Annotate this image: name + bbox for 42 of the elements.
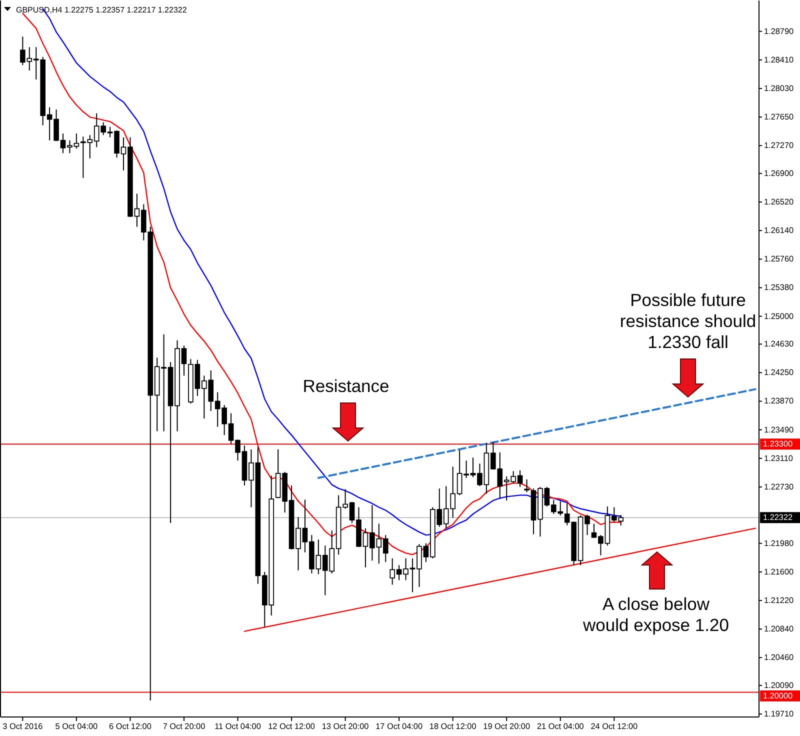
- y-tick-label: 1.27650: [764, 112, 794, 122]
- y-tick-label: 1.20840: [764, 624, 794, 634]
- x-tick-label: 11 Oct 04:00: [214, 722, 262, 731]
- y-tick-label: 1.22730: [764, 482, 794, 492]
- y-tick-label: 1.20090: [764, 680, 794, 690]
- x-tick-label: 7 Oct 20:00: [162, 722, 206, 731]
- y-tick-label: 1.25000: [764, 312, 794, 321]
- ref-line-label: 1.22322: [763, 513, 794, 522]
- x-tick-label: 21 Oct 04:00: [536, 722, 584, 731]
- x-tick-label: 5 Oct 04:00: [55, 722, 98, 731]
- y-tick-label: 1.26140: [764, 226, 794, 236]
- x-tick-label: 13 Oct 20:00: [322, 722, 370, 731]
- y-tick-label: 1.19710: [764, 709, 794, 718]
- y-tick-label: 1.20460: [764, 653, 794, 662]
- x-tick-label: 12 Oct 12:00: [268, 722, 316, 731]
- x-tick-label: 6 Oct 12:00: [109, 722, 152, 731]
- y-tick-label: 1.28410: [764, 55, 794, 64]
- y-tick-label: 1.23870: [764, 396, 794, 406]
- x-tick-label: 3 Oct 2016: [2, 722, 44, 731]
- annotation: A close below would expose 1.20: [582, 594, 730, 635]
- y-tick-label: 1.28030: [764, 84, 794, 93]
- ref-line-label: 1.20000: [763, 691, 794, 700]
- y-tick-label: 1.27270: [764, 141, 794, 150]
- y-tick-label: 1.21980: [764, 538, 794, 548]
- y-tick-label: 1.28790: [764, 26, 794, 36]
- y-tick-label: 1.21220: [764, 596, 794, 605]
- annotation: Resistance: [302, 376, 390, 396]
- annotation: Possible future resistance should 1.2330 fall: [620, 290, 756, 352]
- y-tick-label: 1.25760: [764, 254, 794, 264]
- x-tick-label: 24 Oct 12:00: [590, 722, 638, 731]
- y-tick-label: 1.26900: [764, 168, 794, 178]
- y-tick-label: 1.23110: [764, 454, 794, 463]
- y-tick-label: 1.21600: [764, 567, 794, 576]
- y-tick-label: 1.25380: [764, 283, 794, 292]
- x-tick-label: 18 Oct 12:00: [429, 722, 477, 731]
- y-tick-label: 1.26520: [764, 197, 794, 206]
- x-tick-label: 19 Oct 20:00: [483, 722, 530, 731]
- ref-line-label: 1.23300: [763, 440, 794, 449]
- y-tick-label: 1.23490: [764, 425, 794, 434]
- y-tick-label: 1.24250: [764, 368, 794, 378]
- y-tick-label: 1.24630: [764, 340, 794, 349]
- x-tick-label: 17 Oct 04:00: [376, 722, 423, 731]
